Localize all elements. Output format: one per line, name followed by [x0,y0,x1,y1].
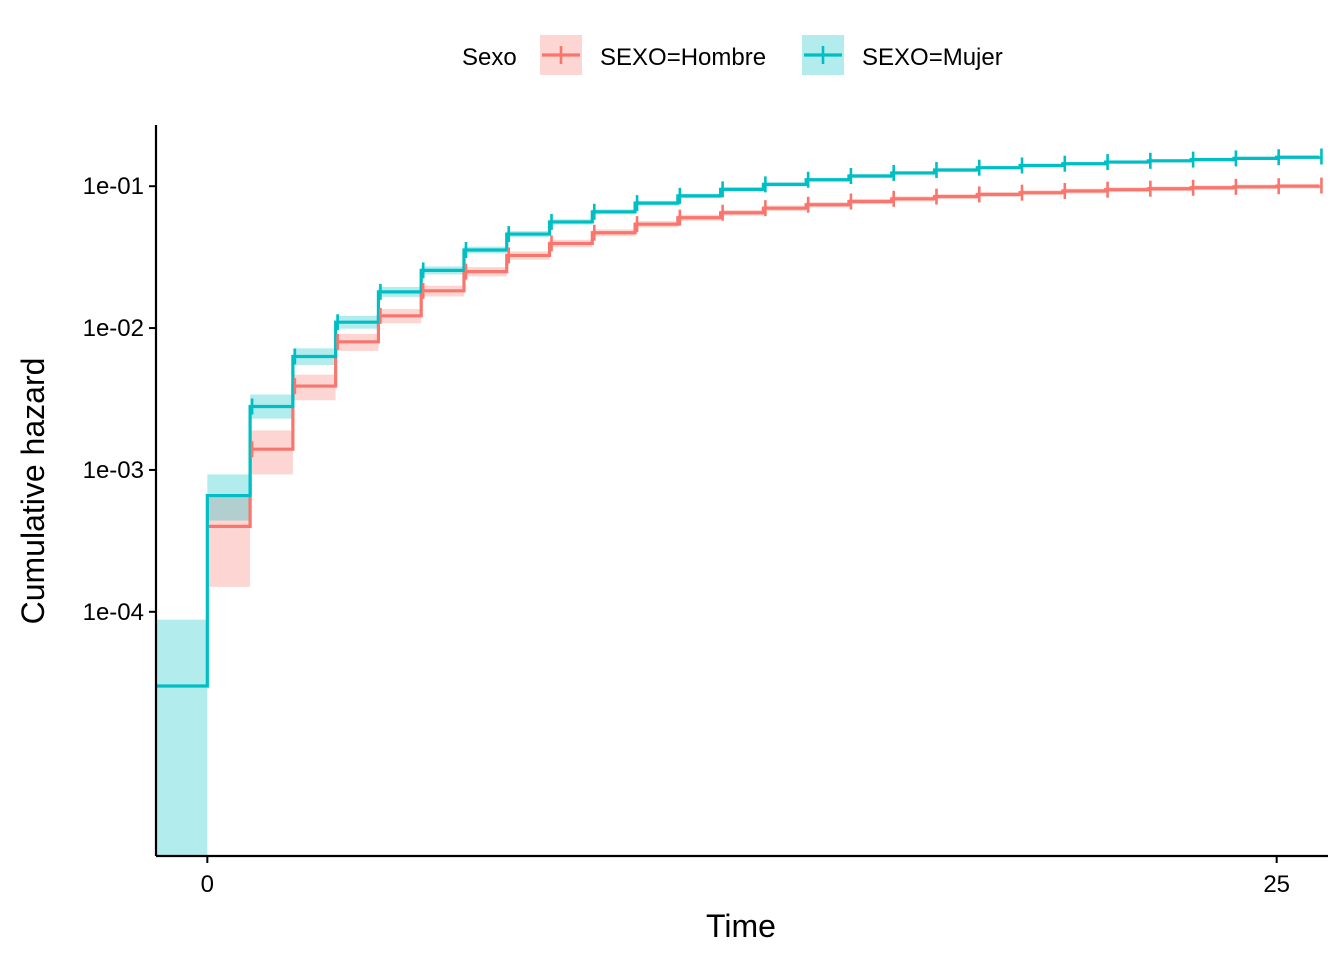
x-tick-label: 25 [1263,871,1290,898]
legend-label-sexo-mujer: SEXO=Mujer [862,44,1003,71]
confidence-bands [156,155,1320,856]
censor-marks [250,148,1323,458]
y-tick-label: 1e-04 [83,599,144,626]
y-tick-label: 1e-01 [83,173,144,200]
legend-item-sexo-hombre: SEXO=Hombre [540,35,766,75]
x-axis-title: Time [706,908,776,944]
series-line-sexo-hombre [207,184,1322,528]
legend-title: Sexo [462,44,517,71]
legend: Sexo SEXO=Hombre SEXO=Mujer [462,35,1003,75]
legend-item-sexo-mujer: SEXO=Mujer [802,35,1003,75]
axes: 1e-04 1e-03 1e-02 1e-01 0 25 [83,125,1328,898]
y-axis-title: Cumulative hazard [15,358,51,625]
confidence-band-sexo-mujer [207,474,251,521]
legend-label-sexo-hombre: SEXO=Hombre [600,44,766,71]
confidence-band-sexo-mujer [156,619,208,856]
series-line-sexo-mujer [156,155,1322,688]
y-tick-label: 1e-03 [83,457,144,484]
series-lines [156,155,1322,688]
x-tick-label: 0 [201,871,214,898]
y-tick-label: 1e-02 [83,315,144,342]
confidence-band-sexo-hombre [250,430,293,475]
confidence-band-sexo-hombre [207,496,251,587]
